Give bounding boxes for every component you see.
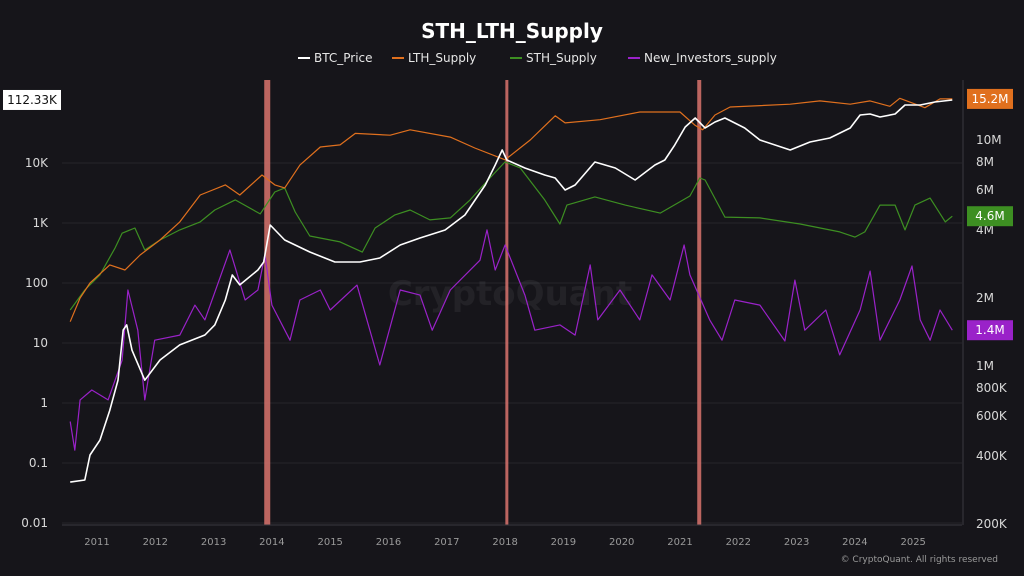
x-tick-label: 2024 — [842, 537, 867, 548]
highlight-band — [697, 80, 702, 525]
x-tick-label: 2021 — [667, 537, 692, 548]
series-line-new_investors_supply — [69, 229, 953, 451]
left-tick-label: 100 — [25, 276, 48, 290]
series-lines — [69, 97, 953, 483]
series-line-lth_supply — [69, 97, 953, 322]
right-tick-label: 200K — [976, 517, 1008, 531]
left-tick-label: 1 — [40, 396, 48, 410]
right-tick-label: 1M — [976, 359, 994, 373]
x-axis-ticks: 2011 2012 2013 2014 2015 2016 2017 2018 2019 2020… — [84, 537, 926, 548]
left-tick-label: 1K — [32, 216, 49, 230]
x-tick-label: 2016 — [376, 537, 401, 548]
x-tick-label: 2015 — [317, 537, 342, 548]
x-tick-label: 2011 — [84, 537, 109, 548]
x-tick-label: 2017 — [434, 537, 459, 548]
right-tick-label: 4M — [976, 223, 994, 237]
right-tick-label: 6M — [976, 183, 994, 197]
right-tick-label: 10M — [976, 133, 1002, 147]
x-tick-label: 2012 — [143, 537, 168, 548]
x-tick-label: 2023 — [784, 537, 809, 548]
sth_supply-current-label-box — [967, 206, 1013, 227]
new_investors_supply-current-label: 1.4M — [975, 323, 1004, 337]
new_investors_supply-current-label-box — [967, 320, 1013, 341]
chart-title: STH_LTH_Supply — [421, 19, 603, 43]
x-tick-label: 2025 — [900, 537, 925, 548]
legend: BTC_Price LTH_Supply STH_Supply New_Investo… — [298, 51, 777, 65]
series-line-btc_price — [70, 99, 953, 483]
highlight-band — [264, 80, 271, 525]
x-tick-label: 2014 — [259, 537, 284, 548]
highlight-band — [505, 80, 509, 525]
series-line-sth_supply — [69, 161, 953, 311]
legend-label-lth_supply: LTH_Supply — [408, 51, 476, 65]
watermark: CryptoQuant — [388, 274, 632, 314]
left-tick-label: 10 — [33, 336, 48, 350]
legend-label-sth_supply: STH_Supply — [526, 51, 597, 65]
lth_supply-current-label: 15.2M — [971, 92, 1008, 106]
x-tick-label: 2013 — [201, 537, 226, 548]
x-tick-label: 2019 — [551, 537, 576, 548]
right-tick-label: 400K — [976, 449, 1008, 463]
x-tick-label: 2020 — [609, 537, 634, 548]
left-tick-label: 10K — [25, 156, 49, 170]
right-axis-ticks: 200K 400K 600K 800K 1M 2M 4M 6M 8M 10M — [976, 133, 1008, 531]
legend-label-btc_price: BTC_Price — [314, 51, 373, 65]
right-tick-label: 800K — [976, 381, 1008, 395]
left-tick-label: 0.01 — [21, 516, 48, 530]
left-axis-ticks: 0.01 0.1 1 10 100 1K 10K — [21, 156, 49, 530]
sth_supply-current-label: 4.6M — [975, 209, 1004, 223]
price-current-label-box — [3, 89, 61, 110]
lth_supply-current-label-box — [967, 88, 1013, 109]
left-tick-label: 0.1 — [29, 456, 48, 470]
x-tick-label: 2018 — [492, 537, 517, 548]
right-tick-label: 2M — [976, 291, 994, 305]
current-value-labels: 112.33K 15.2M 4.6M 1.4M — [3, 88, 1013, 341]
copyright-footer: © CryptoQuant. All rights reserved — [841, 555, 998, 565]
x-tick-label: 2022 — [726, 537, 751, 548]
legend-label-new_investors_supply: New_Investors_supply — [644, 51, 777, 65]
price-current-label: 112.33K — [7, 93, 58, 107]
highlight-bands — [264, 80, 702, 525]
right-tick-label: 8M — [976, 155, 994, 169]
right-tick-label: 600K — [976, 409, 1008, 423]
